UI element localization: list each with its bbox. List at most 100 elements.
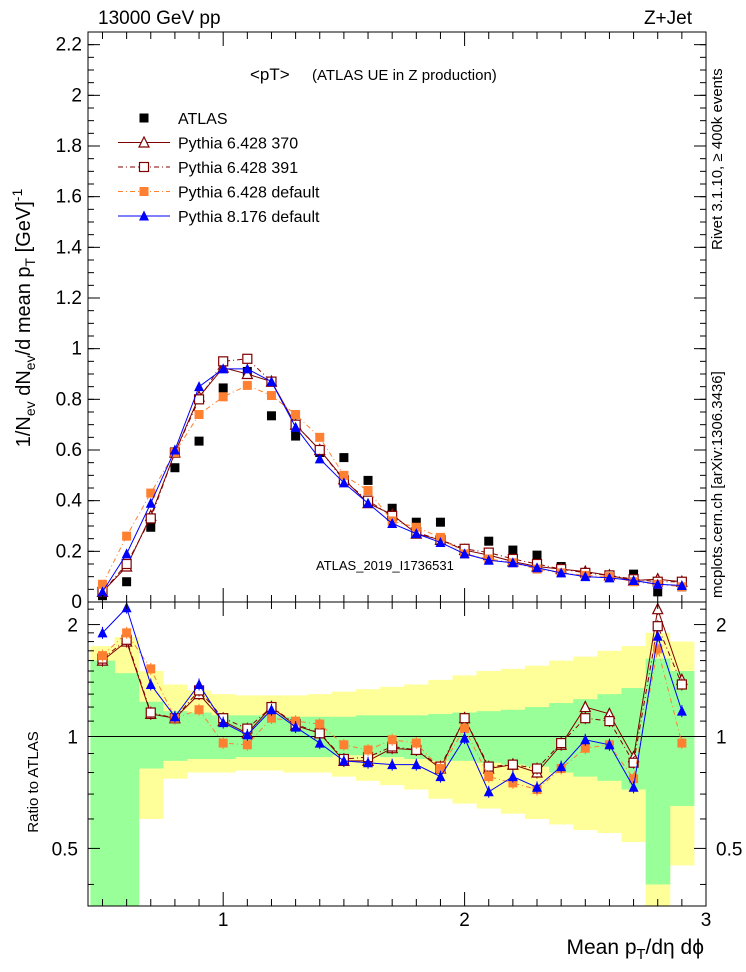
- ratio-point: [435, 764, 445, 774]
- legend-marker: [138, 161, 150, 173]
- data-point: [194, 436, 204, 446]
- data-point: [363, 497, 374, 508]
- data-point: [145, 513, 156, 524]
- ratio-point: [483, 786, 494, 797]
- y-axis-label: 1/Nev dNev/d mean pT [GeV]-1: [9, 189, 38, 448]
- data-point: [242, 363, 253, 374]
- data-point: [97, 579, 107, 589]
- x-tick-label: 3: [701, 910, 712, 931]
- ratio-point: [460, 724, 470, 734]
- ratio-point: [604, 739, 615, 750]
- ratio-tick-label-right: 0.5: [716, 839, 742, 860]
- data-point: [653, 587, 663, 597]
- legend-label: Pythia 8.176 default: [178, 209, 320, 226]
- y-tick-label: 1.2: [56, 288, 82, 309]
- ratio-point: [314, 737, 325, 748]
- ratio-point: [652, 630, 663, 641]
- ratio-pythia-8-176-default: [97, 601, 687, 798]
- ratio-point: [194, 705, 204, 715]
- y-tick-label: 2: [71, 85, 82, 106]
- data-point: [169, 444, 180, 455]
- data-point: [532, 550, 542, 560]
- ratio-y-axis-label: Ratio to ATLAS: [25, 731, 42, 832]
- data-point: [266, 391, 276, 401]
- legend-entry: Pythia 6.428 default: [118, 185, 320, 202]
- ratio-point: [628, 781, 639, 792]
- data-point: [339, 470, 349, 480]
- data-point: [411, 528, 422, 539]
- ratio-point: [556, 761, 567, 772]
- ratio-tick-label-right: 2: [716, 616, 727, 637]
- ratio-point: [169, 711, 180, 722]
- chart-title: <pT>: [250, 65, 290, 84]
- data-point: [170, 463, 180, 473]
- y-tick-label: 2.2: [56, 35, 82, 56]
- series-line: [102, 358, 682, 593]
- main-series-layer: [96, 353, 688, 601]
- legend-label: Pythia 6.428 default: [178, 185, 320, 202]
- ratio-point: [97, 627, 108, 638]
- ratio-point: [122, 628, 132, 638]
- ratio-point: [266, 704, 277, 715]
- ratio-point: [652, 621, 663, 632]
- data-point: [507, 557, 518, 568]
- data-point: [121, 548, 132, 559]
- ratio-point: [677, 738, 687, 748]
- x-tick-label: 2: [459, 910, 470, 931]
- ratio-point: [194, 678, 205, 689]
- data-point: [556, 567, 567, 578]
- x-axis: 1 2 3: [101, 32, 712, 931]
- legend-entry: Pythia 6.428 391: [118, 160, 298, 177]
- data-point: [580, 571, 591, 582]
- green-band-bin: [500, 709, 526, 765]
- data-point: [122, 531, 132, 541]
- data-point: [363, 475, 373, 485]
- data-point: [315, 432, 325, 442]
- ratio-point: [604, 715, 615, 727]
- y-tick-label: 1.8: [56, 136, 82, 157]
- data-point: [459, 548, 470, 559]
- legend-marker: [138, 135, 150, 148]
- ratio-point: [580, 743, 590, 753]
- data-point: [508, 545, 518, 555]
- legend-label: Pythia 6.428 370: [178, 136, 298, 153]
- legend: ATLAS Pythia 6.428 370 Pythia 6.428 391 Pyt…: [118, 111, 320, 226]
- ratio-point: [339, 740, 349, 750]
- ratio-point: [411, 738, 421, 748]
- data-point: [145, 497, 156, 508]
- data-point: [435, 536, 446, 547]
- legend-marker: [139, 210, 149, 221]
- data-point: [411, 517, 421, 527]
- site-label: mcplots.cern.ch [arXiv:1306.3436]: [709, 371, 726, 598]
- data-point: [532, 562, 543, 573]
- y-tick-label: 1.6: [56, 187, 82, 208]
- data-point: [146, 522, 156, 532]
- ratio-point: [387, 759, 398, 770]
- ratio-tick-label-right: 1: [716, 727, 727, 748]
- ratio-point: [580, 713, 591, 724]
- green-band-bin: [186, 712, 212, 759]
- data-point: [676, 580, 687, 591]
- data-point: [339, 453, 349, 463]
- data-point: [435, 517, 445, 527]
- data-point: [218, 392, 228, 402]
- ratio-point: [531, 763, 543, 774]
- analysis-watermark: ATLAS_2019_I1736531: [316, 558, 454, 573]
- data-point: [218, 363, 229, 374]
- legend-entry: Pythia 6.428 370: [118, 136, 298, 153]
- ratio-tick-label: 2: [67, 616, 78, 637]
- ratio-y-axis: 0.5 0.5 1 1 2 2: [52, 608, 742, 885]
- data-point: [194, 410, 204, 420]
- legend-label: Pythia 6.428 391: [178, 160, 298, 177]
- ratio-point: [580, 734, 591, 745]
- main-y-axis: 0 0.2 0.4 0.6 0.8 1 1.2 1.4 1.6 1.8 2 2.2: [56, 35, 706, 613]
- ratio-point: [145, 707, 156, 718]
- y-tick-label: 0.4: [56, 491, 83, 512]
- series-line: [102, 384, 682, 588]
- legend-entry: ATLAS: [139, 111, 228, 128]
- ratio-bands: [88, 632, 706, 906]
- ratio-point: [435, 771, 446, 782]
- ratio-point: [242, 729, 253, 740]
- ratio-point: [411, 759, 422, 770]
- data-point: [242, 353, 253, 364]
